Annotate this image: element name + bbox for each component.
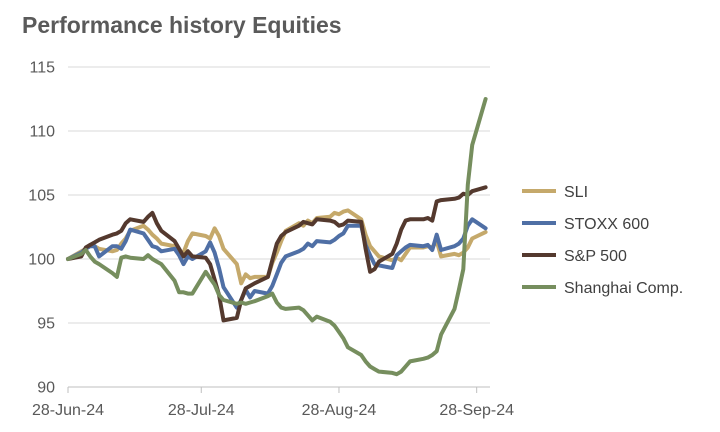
legend-label-s-p-500: S&P 500 [564, 248, 627, 265]
x-tick-label: 28-Aug-24 [302, 402, 377, 419]
series-line-s-p-500 [66, 185, 488, 323]
legend-label-shanghai-comp: Shanghai Comp. [564, 280, 683, 297]
y-tick-label: 115 [29, 60, 55, 77]
legend-label-stoxx-600: STOXX 600 [564, 216, 649, 233]
chart-title: Performance history Equities [22, 12, 342, 38]
y-tick-label: 95 [37, 316, 55, 333]
gridlines [68, 66, 490, 324]
series-line-stoxx-600 [66, 217, 488, 310]
axes: 90 95 100 105 110 115 28-Jun-24 28-Jul-24 28-Aug… [28, 60, 514, 420]
legend-label-sli: SLI [564, 184, 588, 201]
y-tick-label: 100 [28, 252, 55, 269]
series-line-sli [66, 208, 488, 286]
x-tick-label: 28-Jul-24 [168, 402, 235, 419]
x-tick-label: 28-Sep-24 [439, 402, 514, 419]
y-tick-label: 110 [29, 124, 55, 141]
y-tick-label: 90 [37, 380, 55, 397]
series-line-shanghai-comp [66, 97, 488, 377]
y-tick-label: 105 [28, 188, 55, 205]
legend: SLI STOXX 600 S&P 500 Shanghai Comp. [522, 184, 683, 297]
x-tick-label: 28-Jun-24 [32, 402, 104, 419]
series-lines [66, 97, 488, 377]
